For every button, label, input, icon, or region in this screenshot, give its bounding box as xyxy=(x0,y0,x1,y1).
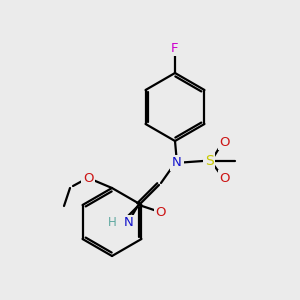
Text: H: H xyxy=(108,217,117,230)
Text: O: O xyxy=(220,172,230,184)
Text: N: N xyxy=(172,157,182,169)
Text: F: F xyxy=(171,41,179,55)
Text: O: O xyxy=(83,172,93,185)
Text: N: N xyxy=(124,217,134,230)
Text: O: O xyxy=(220,136,230,148)
Text: O: O xyxy=(156,206,166,220)
Text: S: S xyxy=(205,154,213,168)
